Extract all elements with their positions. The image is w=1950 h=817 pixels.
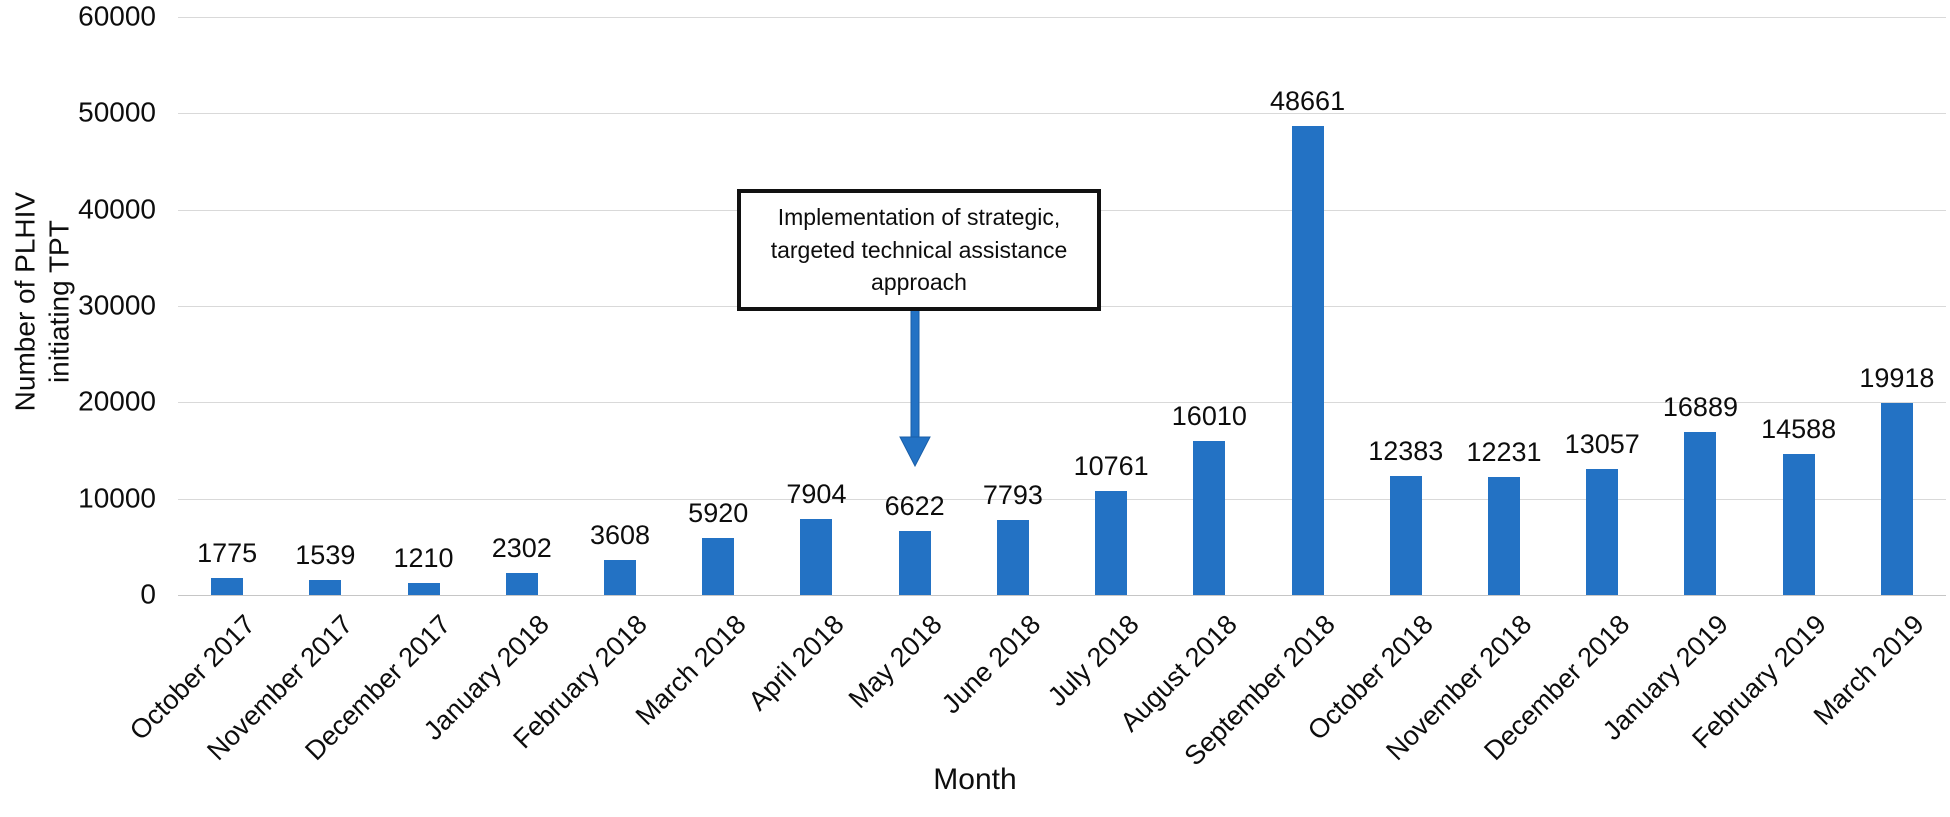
- bar: [1586, 469, 1619, 595]
- x-tick-label: April 2018: [742, 609, 850, 717]
- y-tick-label: 60000: [78, 0, 156, 32]
- bar-value-label: 16889: [1662, 392, 1738, 423]
- bar-value-label: 16010: [1171, 400, 1247, 431]
- bar-value-label: 48661: [1270, 86, 1346, 117]
- bar: [1782, 454, 1815, 595]
- gridline: [178, 595, 1946, 596]
- bar-value-label: 19918: [1859, 363, 1935, 394]
- bar-value-label: 7904: [786, 478, 847, 509]
- annotation-arrow-icon: [898, 309, 931, 467]
- bar: [604, 560, 636, 595]
- y-axis-title: Number of PLHIV initiating TPT: [9, 191, 74, 412]
- gridline: [178, 402, 1946, 404]
- bar-value-label: 10761: [1073, 451, 1149, 482]
- bar-value-label: 6622: [884, 491, 945, 522]
- bar: [1291, 126, 1324, 595]
- y-tick-label: 40000: [78, 193, 156, 225]
- x-tick-label: May 2018: [842, 609, 948, 715]
- annotation-text: Implementation of strategic, targeted te…: [770, 204, 1068, 296]
- bar: [898, 531, 931, 595]
- y-tick-label: 10000: [78, 482, 156, 514]
- bar-value-label: 13057: [1564, 429, 1640, 460]
- bar-value-label: 14588: [1761, 414, 1837, 445]
- bar: [800, 518, 833, 595]
- x-axis-title: Month: [933, 763, 1017, 796]
- bar: [1880, 403, 1913, 595]
- bar: [211, 577, 244, 595]
- x-tick-label: June 2018: [935, 609, 1047, 720]
- bar: [407, 583, 440, 595]
- bar: [1389, 475, 1422, 595]
- bar: [996, 519, 1029, 595]
- bar-value-label: 12231: [1466, 437, 1542, 468]
- plot-area: 0 10000 20000 30000 40000 50000 60000 1775 Octob…: [78, 0, 1946, 771]
- bar-value-label: 1210: [393, 543, 454, 574]
- bar-value-label: 1775: [197, 537, 258, 568]
- gridline: [178, 17, 1946, 18]
- y-tick-label: 0: [140, 578, 156, 610]
- bar-value-label: 7793: [982, 479, 1043, 510]
- y-tick-label: 50000: [78, 96, 156, 128]
- bar: [1684, 432, 1717, 595]
- bar-value-label: 5920: [688, 497, 749, 528]
- gridline: [178, 113, 1946, 115]
- annotation-box: Implementation of strategic, targeted te…: [737, 189, 1101, 311]
- y-tick-label: 20000: [78, 385, 156, 417]
- y-tick-label: 30000: [78, 289, 156, 321]
- gridline: [178, 498, 1946, 500]
- bar: [1193, 440, 1226, 595]
- bar-value-label: 12383: [1368, 435, 1444, 466]
- bar-value-label: 2302: [491, 532, 552, 563]
- bar: [505, 572, 538, 595]
- bar: [1095, 491, 1128, 595]
- x-tick-label: July 2018: [1041, 609, 1145, 712]
- bar: [702, 537, 735, 595]
- bar-value-label: 1539: [295, 540, 356, 571]
- bar: [1488, 477, 1520, 595]
- bar-value-label: 3608: [589, 520, 651, 551]
- bar: [309, 580, 342, 595]
